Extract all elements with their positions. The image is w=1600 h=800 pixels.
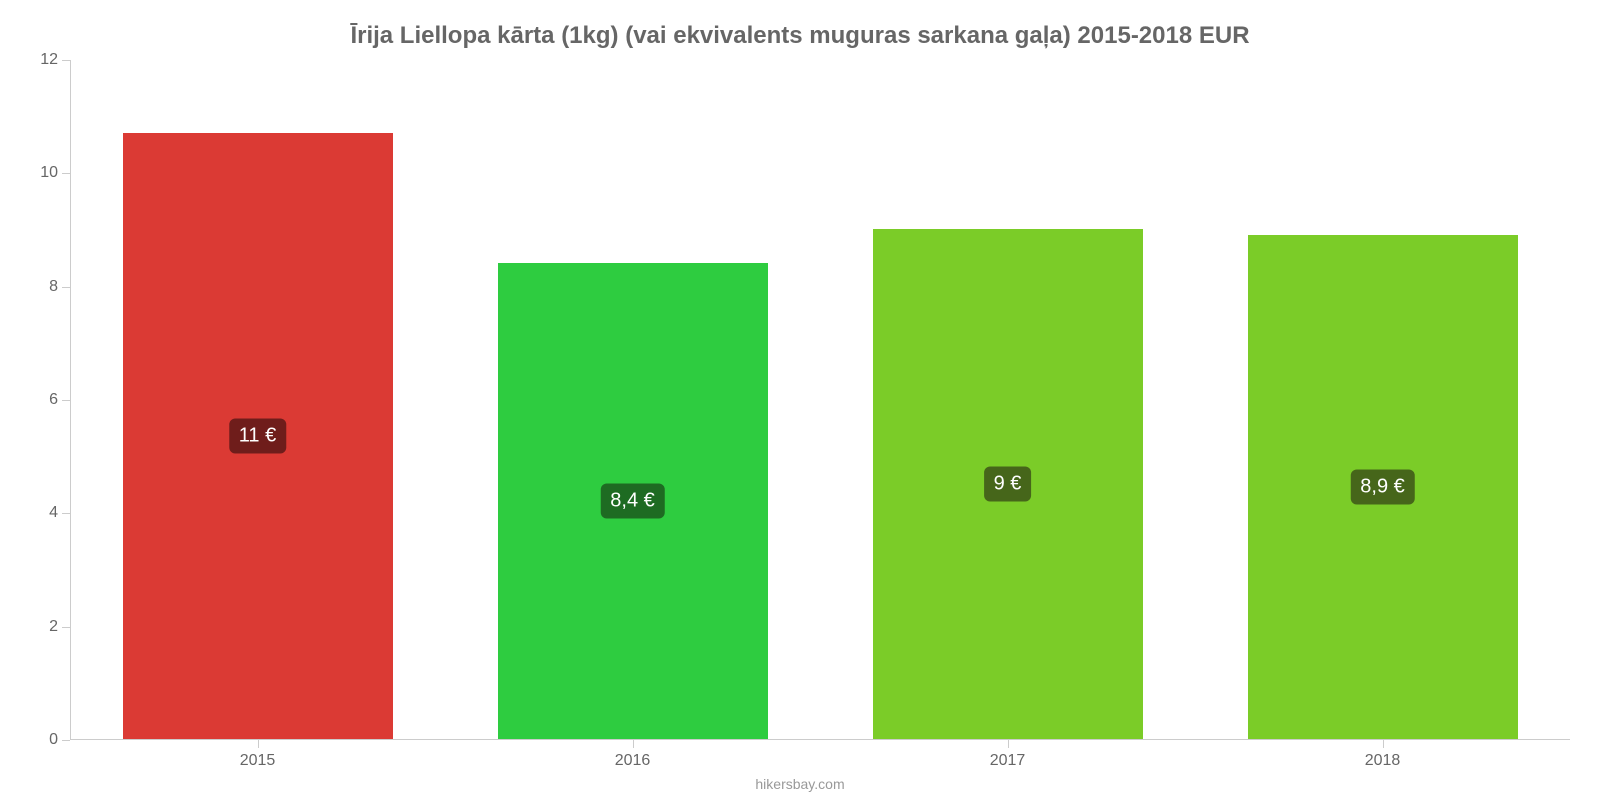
y-tick (62, 400, 70, 401)
credit-text: hikersbay.com (0, 776, 1600, 792)
x-tick-label: 2017 (990, 752, 1026, 770)
chart-container: Īrija Liellopa kārta (1kg) (vai ekvivale… (0, 0, 1600, 800)
bar-value-label: 11 € (229, 418, 286, 453)
x-axis-line (70, 739, 1570, 740)
y-tick (62, 60, 70, 61)
x-tick-label: 2015 (240, 752, 276, 770)
bar-value-label: 8,4 € (600, 484, 664, 519)
x-tick-label: 2016 (615, 752, 651, 770)
y-tick-label: 0 (49, 731, 58, 749)
bar: 11 € (123, 133, 393, 739)
y-tick-label: 8 (49, 278, 58, 296)
y-tick-label: 2 (49, 618, 58, 636)
chart-title: Īrija Liellopa kārta (1kg) (vai ekvivale… (0, 22, 1600, 50)
x-tick (633, 740, 634, 748)
y-tick (62, 513, 70, 514)
bar-value-label: 9 € (984, 467, 1032, 502)
bar-value-label: 8,9 € (1350, 469, 1414, 504)
y-tick (62, 173, 70, 174)
x-tick (1383, 740, 1384, 748)
y-axis-line (70, 60, 71, 740)
bar: 8,4 € (498, 263, 768, 739)
x-tick (1008, 740, 1009, 748)
y-tick (62, 287, 70, 288)
y-tick (62, 740, 70, 741)
y-tick-label: 4 (49, 504, 58, 522)
bar: 9 € (873, 229, 1143, 739)
y-tick (62, 627, 70, 628)
plot-area: 024681012201511 €20168,4 €20179 €20188,9… (70, 60, 1570, 740)
x-tick-label: 2018 (1365, 752, 1401, 770)
y-tick-label: 12 (40, 51, 58, 69)
bar: 8,9 € (1248, 235, 1518, 739)
y-tick-label: 6 (49, 391, 58, 409)
x-tick (258, 740, 259, 748)
y-tick-label: 10 (40, 164, 58, 182)
